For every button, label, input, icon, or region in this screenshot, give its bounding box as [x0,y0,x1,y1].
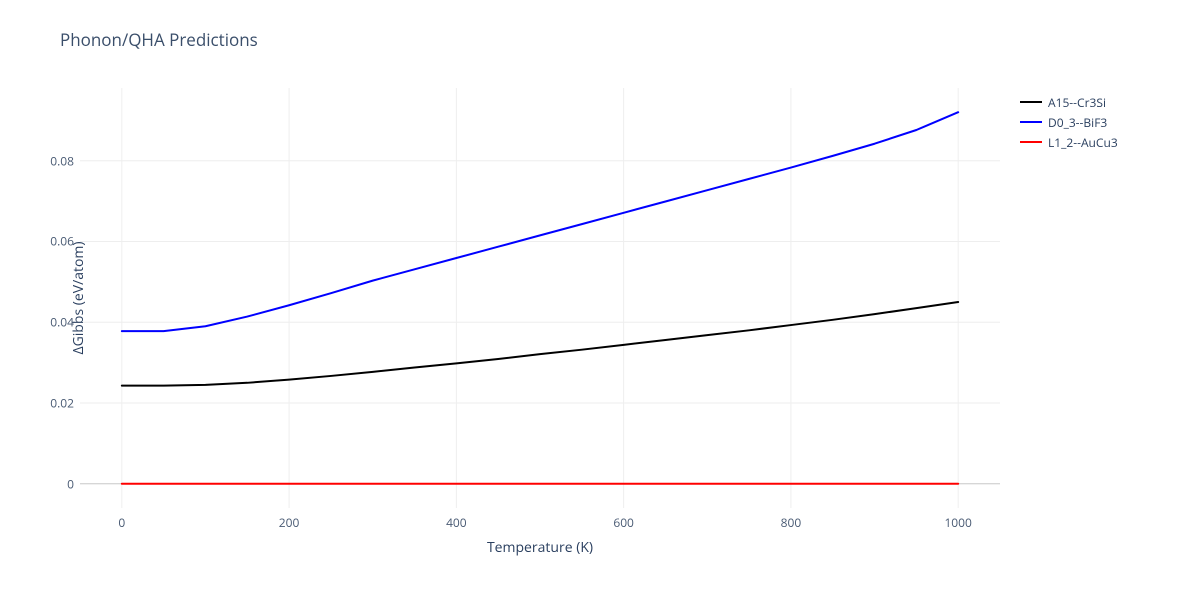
legend-item[interactable]: L1_2--AuCu3 [1020,132,1118,152]
x-tick-label: 200 [279,514,300,531]
legend-item[interactable]: D0_3--BiF3 [1020,112,1118,132]
chart-title: Phonon/QHA Predictions [60,28,258,51]
y-tick-label: 0.02 [50,395,74,412]
x-tick-label: 400 [446,514,467,531]
series-line[interactable] [122,112,958,331]
legend-swatch [1020,121,1042,123]
y-axis-label: ΔGibbs (eV/atom) [69,241,88,354]
legend-swatch [1020,141,1042,143]
x-tick-label: 800 [781,514,802,531]
legend-swatch [1020,101,1042,103]
y-tick-label: 0 [67,475,74,492]
legend-item[interactable]: A15--Cr3Si [1020,92,1118,112]
legend-label: L1_2--AuCu3 [1048,134,1118,151]
legend-label: D0_3--BiF3 [1048,114,1107,131]
x-axis-label: Temperature (K) [80,538,1000,557]
legend-label: A15--Cr3Si [1048,94,1106,111]
plot-svg [80,88,1000,508]
x-tick-label: 600 [613,514,634,531]
legend: A15--Cr3Si D0_3--BiF3 L1_2--AuCu3 [1020,92,1118,152]
x-tick-label: 0 [118,514,125,531]
chart-container: Phonon/QHA Predictions 0 200 400 600 800 1000… [0,0,1200,600]
x-tick-label: 1000 [944,514,971,531]
plot-area [80,88,1000,508]
y-tick-label: 0.08 [50,152,74,169]
series-line[interactable] [122,302,958,386]
